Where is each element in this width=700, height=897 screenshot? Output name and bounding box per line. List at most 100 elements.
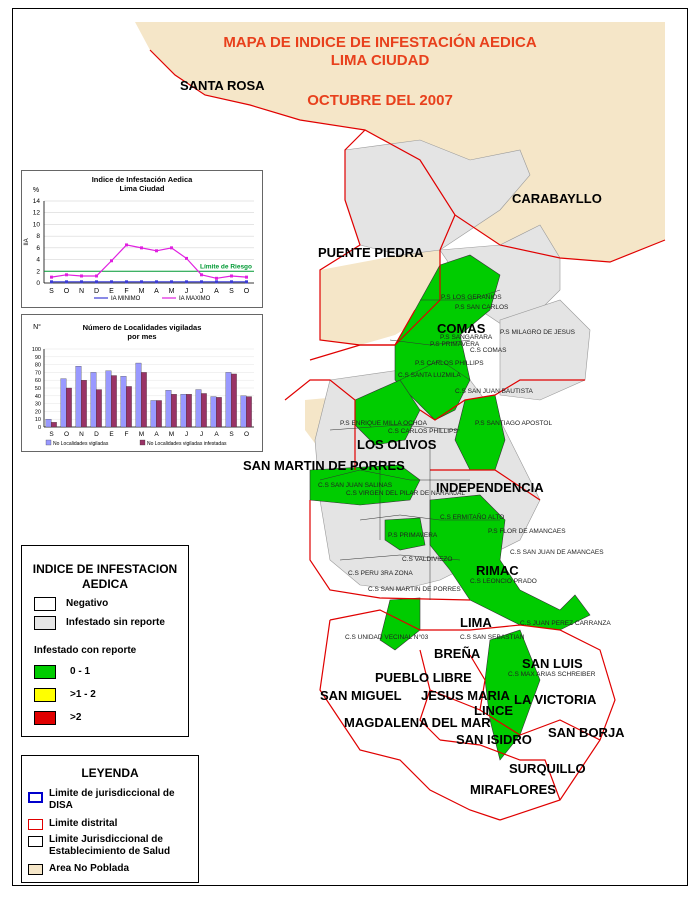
chart1-point <box>140 280 143 284</box>
area-no-poblada-north <box>135 22 665 262</box>
legend-con-reporte: Infestado con reporte <box>34 645 137 656</box>
zone-green-lavictoria <box>484 629 541 761</box>
chart1-x-tick-label: M <box>139 288 145 295</box>
chart1-y-axis-label: IIA <box>24 238 30 245</box>
chart1-plot: % IIA 0 2 4 6 8 10 12 14 Límite de Riesgo S O N D E F M A M… <box>24 187 254 302</box>
chart2-bar <box>195 389 202 428</box>
chart1-point <box>65 273 68 277</box>
district-label-san-miguel: SAN MIGUEL <box>320 688 402 703</box>
facility-label: C.S COMAS <box>470 347 507 354</box>
district-label-carabayllo: CARABAYLLO <box>512 191 602 206</box>
zone-green-rimac <box>429 494 591 631</box>
chart2-x-tick-label: N <box>79 431 84 438</box>
chart1-y-tick-label: 10 <box>33 221 41 228</box>
facility-label: P.S ENRIQUE MILLA OCHOA <box>340 420 427 427</box>
map-title-line2: LIMA CIUDAD <box>330 52 430 69</box>
line-establecimiento <box>28 836 43 847</box>
boundary-legend: LEYENDA Limite de jurisdiccional de DISA… <box>21 755 199 883</box>
swatch-negativo <box>34 597 56 611</box>
chart2-bar <box>141 372 147 428</box>
chart2-bar <box>216 397 222 428</box>
chart1-point <box>125 243 128 247</box>
chart2-y-tick-label: 60 <box>35 378 41 384</box>
chart2-y-tick-label: 10 <box>35 417 41 423</box>
chart2-x-tick-label: S <box>49 431 54 438</box>
chart1-title-line2: Lima Ciudad <box>119 184 165 193</box>
chart1-point <box>140 246 143 250</box>
chart1-x-tick-label: O <box>64 288 70 295</box>
district-label-lince: LINCE <box>474 703 513 718</box>
chart2-bar <box>96 389 102 428</box>
legend-negativo: Negativo <box>66 598 109 609</box>
facility-label: C.S CARLOS PHILLIPS <box>388 428 458 435</box>
facility-label: C.S VIRGEN DEL PILAR DE NARANJAL <box>346 490 465 497</box>
map-title-line1: MAPA DE INDICE DE INFESTACIÓN AEDICA <box>223 34 537 51</box>
district-label-puente-piedra: PUENTE PIEDRA <box>318 245 424 260</box>
chart2-bar <box>180 394 187 428</box>
legend-sin-reporte: Infestado sin reporte <box>66 617 165 628</box>
legend1-heading-line1: INDICE DE INFESTACION <box>32 562 178 576</box>
legend-range-0-1: 0 - 1 <box>70 666 91 677</box>
chart1-point <box>80 280 83 284</box>
district-label-san-luis: SAN LUIS <box>522 656 583 671</box>
district-label-rimac: RIMAC <box>476 563 519 578</box>
facility-label: P.S SANTIAGO APOSTOL <box>475 420 553 427</box>
chart2-x-tick-label: J <box>185 431 188 438</box>
chart2-bar <box>51 422 57 428</box>
chart1-y-tick-label: 4 <box>36 257 40 264</box>
legend-disa-line2: DISA <box>49 800 73 811</box>
facility-label: C.S ERMITAÑO ALTO <box>440 514 505 521</box>
chart2-x-tick-label: S <box>229 431 234 438</box>
map-frame <box>12 8 688 886</box>
chart1-point <box>50 280 53 284</box>
district-label-pueblo-libre: PUEBLO LIBRE <box>375 670 472 685</box>
chart2-bar <box>150 400 157 428</box>
swatch-range-0-1 <box>34 665 56 679</box>
chart1-point <box>185 256 188 260</box>
district-label-santa-rosa: SANTA ROSA <box>180 78 265 93</box>
legend-disa-line1: Limite de jurisdiccional de <box>49 788 175 799</box>
facility-label: C.S MAX ARIAS SCHREIBER <box>508 671 596 678</box>
chart2-x-tick-label: A <box>154 431 159 438</box>
chart2-title-line1: Número de Localidades vigiladas <box>82 323 202 332</box>
chart1-point <box>170 280 173 284</box>
chart1-point <box>95 274 98 278</box>
facility-label: C.S JUAN PEREZ CARRANZA <box>520 620 611 627</box>
chart1-x-tick-label: N <box>79 288 84 295</box>
chart1-y-tick-label: 14 <box>33 198 41 205</box>
chart2-bar <box>126 386 132 428</box>
district-label-surquillo: SURQUILLO <box>509 761 586 776</box>
chart1-point <box>50 275 53 279</box>
chart2-bar <box>231 373 237 428</box>
chart1-point <box>110 280 113 284</box>
map-title-line3: OCTUBRE DEL 2007 <box>307 92 453 109</box>
chart1-point <box>200 280 203 284</box>
chart1-x-tick-label: F <box>124 288 128 295</box>
chart1-x-tick-label: S <box>229 288 234 295</box>
chart1-y-tick-label: 2 <box>36 268 40 275</box>
district-label-san-borja: SAN BORJA <box>548 725 625 740</box>
legend-range-gt-2: >2 <box>70 712 82 723</box>
chart2-bar <box>66 387 72 428</box>
facility-label: C.S SAN MARTIN DE PORRES <box>368 586 461 593</box>
facility-label: C.S SANTA LUZMILA <box>398 372 461 379</box>
chart1-point <box>200 273 203 277</box>
chart1-x-tick-label: J <box>185 288 189 295</box>
chart2-y-tick-label: 90 <box>35 355 41 361</box>
district-label-la-victoria: LA VICTORIA <box>514 692 597 707</box>
facility-label: P.S FLOR DE AMANCAES <box>488 528 566 535</box>
facility-label: P.S SAN CARLOS <box>455 304 509 311</box>
district-label-los-olivos: LOS OLIVOS <box>357 437 437 452</box>
chart1-point <box>95 280 98 284</box>
chart2-x-tick-label: O <box>64 431 69 438</box>
chart1-y-tick-label: 8 <box>36 233 40 240</box>
legend2-heading: LEYENDA <box>81 766 139 780</box>
facility-label: C.S SAN JUAN SALINAS <box>318 482 393 489</box>
chart1-point <box>80 274 83 278</box>
facility-label: C.S PERU 3RA ZONA <box>348 570 413 577</box>
chart2-x-tick-label: J <box>200 431 203 438</box>
chart2-title-line2: por mes <box>127 332 157 341</box>
facility-label: P.S MILAGRO DE JESUS <box>500 329 576 336</box>
